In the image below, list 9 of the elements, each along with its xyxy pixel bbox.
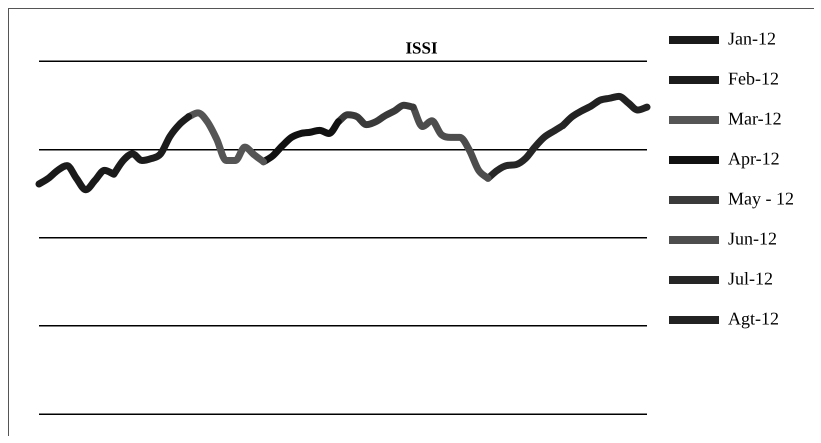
legend-label: Apr-12 — [728, 148, 780, 169]
legend-label: Jan-12 — [728, 28, 776, 49]
legend-label: Agt-12 — [728, 308, 780, 329]
chart-title: ISSI — [405, 38, 438, 58]
legend-label: Mar-12 — [728, 108, 782, 129]
legend-label: May - 12 — [728, 188, 794, 209]
legend-label: Feb-12 — [728, 68, 780, 89]
legend-label: Jun-12 — [728, 228, 778, 249]
legend-label: Jul-12 — [728, 268, 774, 289]
